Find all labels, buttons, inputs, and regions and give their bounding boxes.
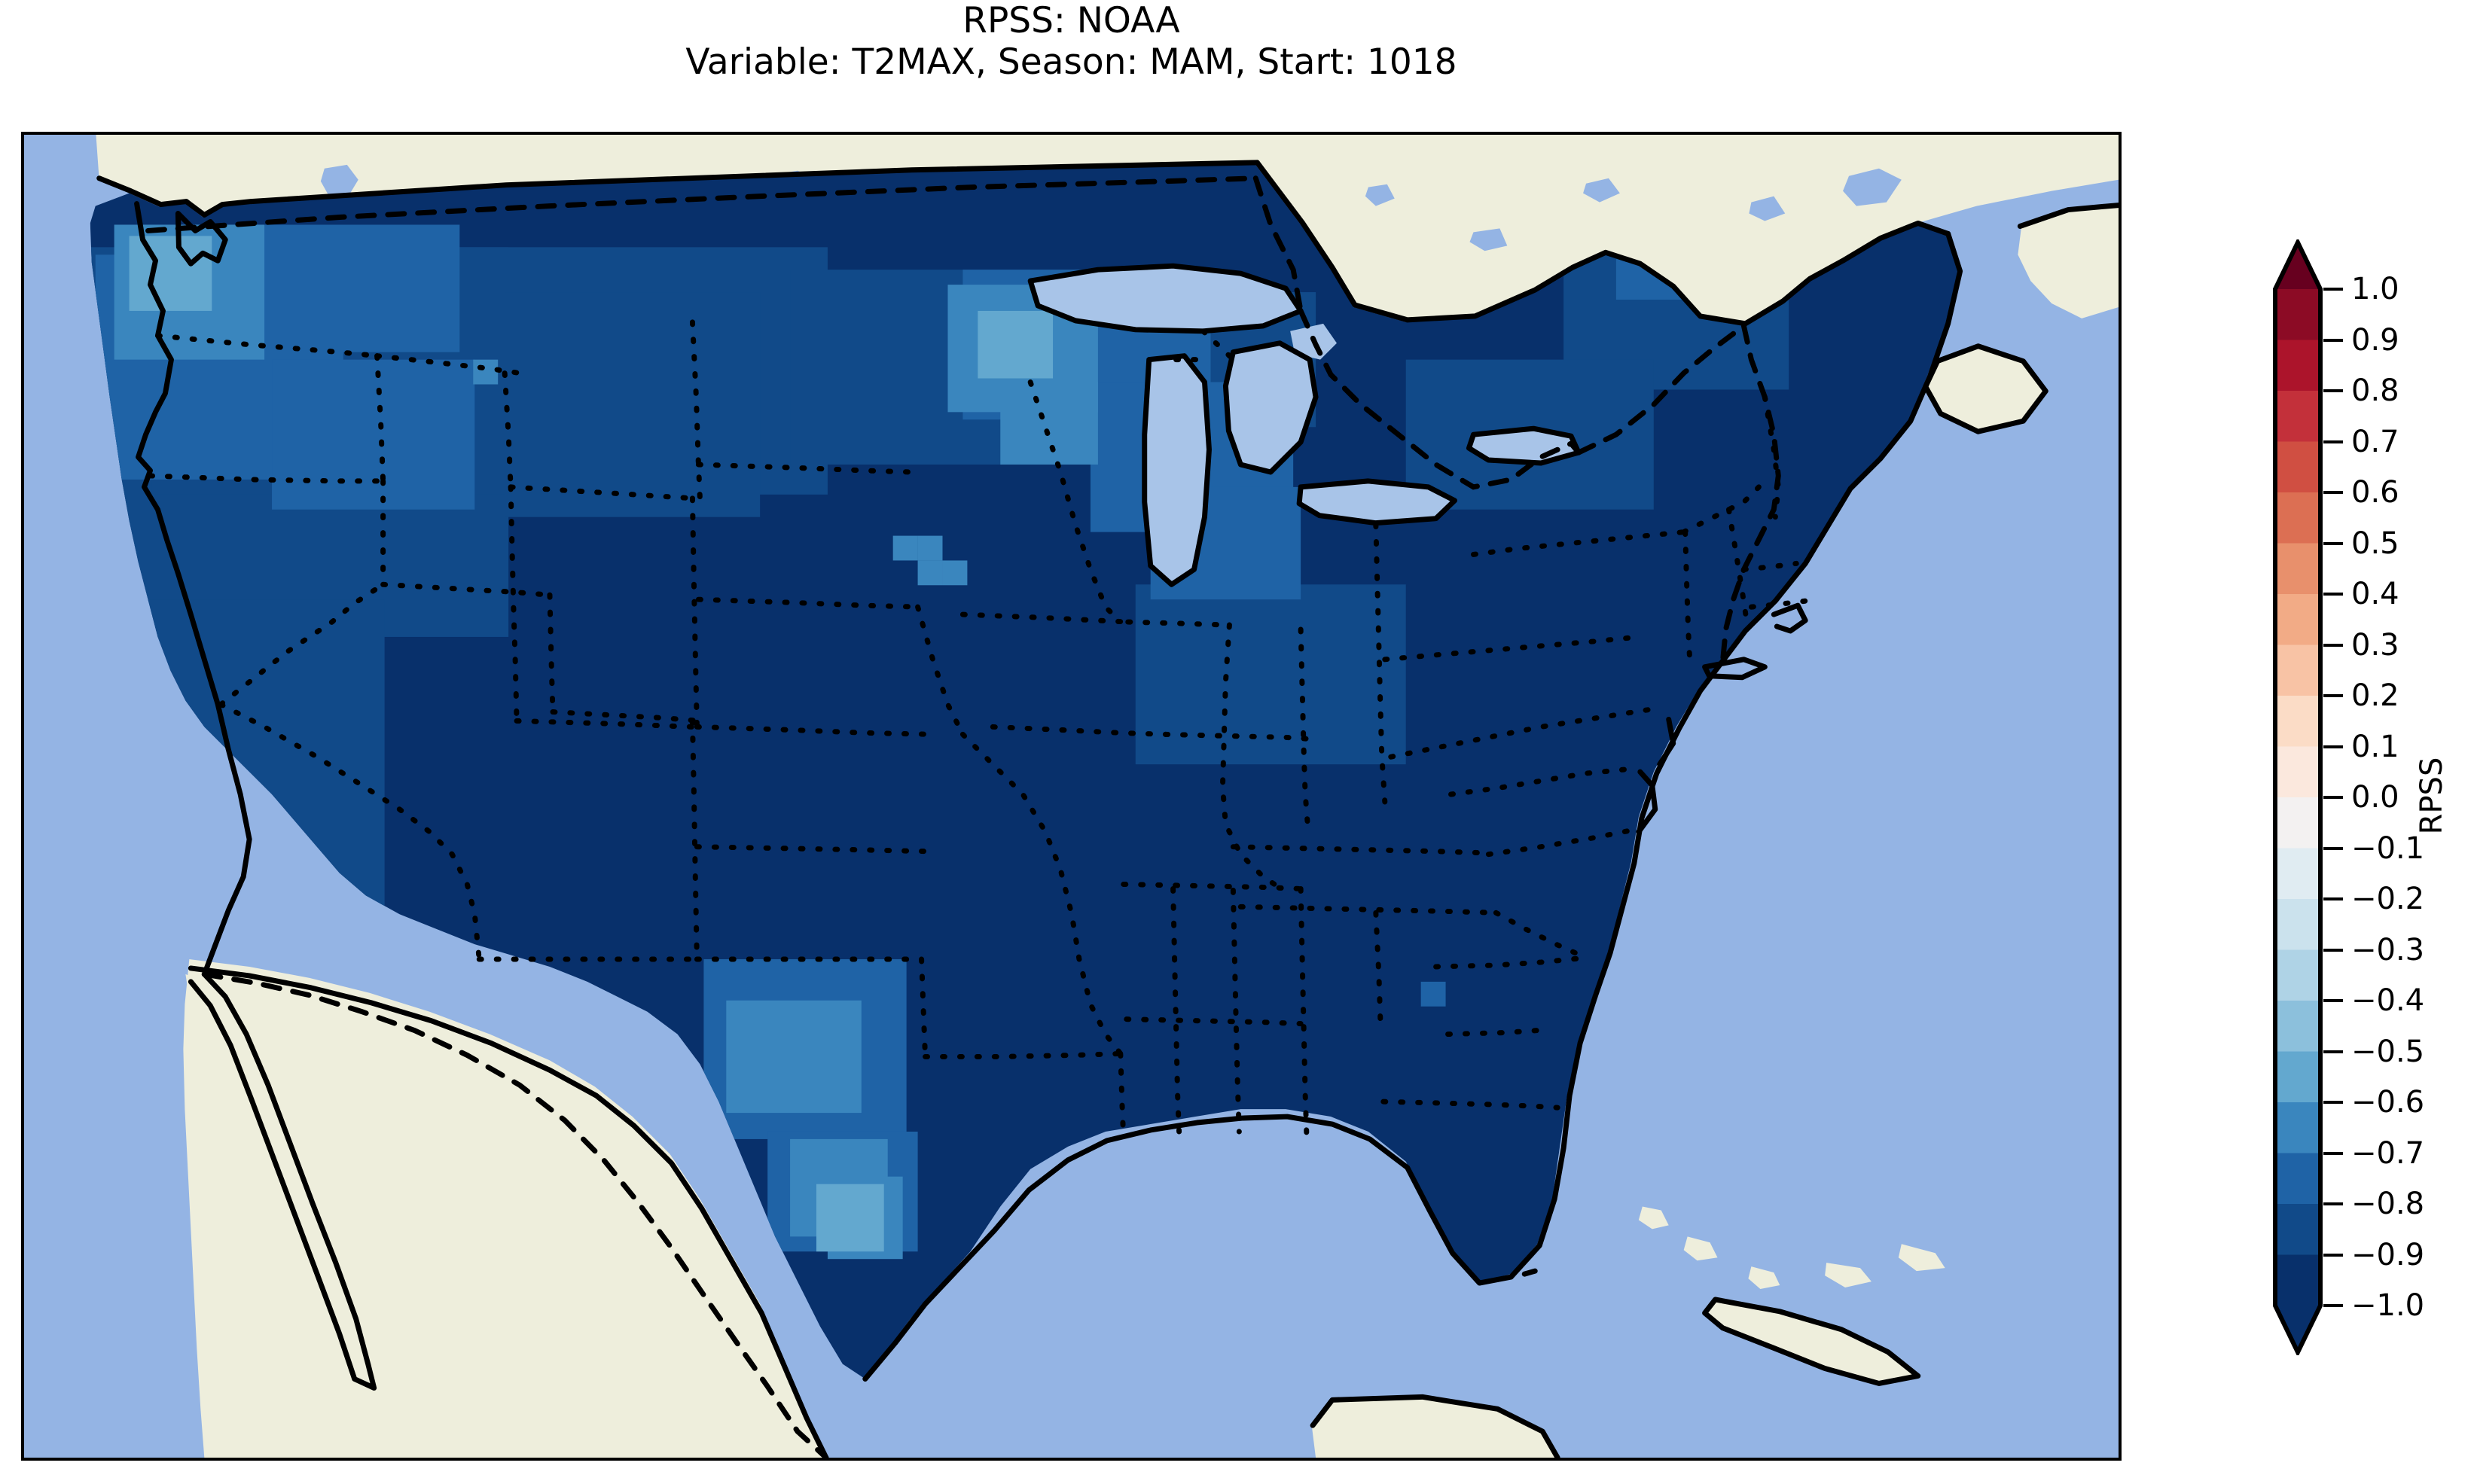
colorbar-tick-label: 0.3 xyxy=(2351,627,2399,663)
chart-title-block: RPSS: NOAA Variable: T2MAX, Season: MAM,… xyxy=(0,0,2143,84)
state-boundaries xyxy=(148,319,1808,1142)
colorbar-tick-mark xyxy=(2323,1202,2343,1205)
colorbar[interactable] xyxy=(2272,239,2323,1355)
colorbar-axis-label: RPSS xyxy=(2415,757,2449,835)
colorbar-tick-mark xyxy=(2323,1101,2343,1104)
colorbar-tick-mark xyxy=(2323,288,2343,291)
colorbar-tick-mark xyxy=(2323,338,2343,342)
colorbar-tick-label: −0.1 xyxy=(2351,830,2425,866)
colorbar-tick-mark xyxy=(2323,948,2343,952)
colorbar-tick-mark xyxy=(2323,1253,2343,1257)
colorbar-tick-label: 0.1 xyxy=(2351,729,2399,764)
colorbar-tick-label: 0.2 xyxy=(2351,678,2399,713)
colorbar-tick-mark xyxy=(2323,643,2343,647)
colorbar-tick-label: 0.5 xyxy=(2351,526,2399,561)
colorbar-tick-mark xyxy=(2323,694,2343,697)
page-title: RPSS: NOAA xyxy=(962,0,1180,41)
colorbar-tick-label: 0.8 xyxy=(2351,373,2399,408)
colorbar-tick-mark xyxy=(2323,541,2343,545)
colorbar-swatches xyxy=(2273,239,2323,1355)
map-outlines xyxy=(96,160,2119,1458)
colorbar-tick-label: −0.8 xyxy=(2351,1187,2425,1221)
colorbar-tick-label: 1.0 xyxy=(2351,272,2399,306)
colorbar-tick-mark xyxy=(2323,846,2343,850)
colorbar-tick-label: −0.3 xyxy=(2351,932,2425,967)
colorbar-tick-label: −0.5 xyxy=(2351,1034,2425,1069)
page-subtitle: Variable: T2MAX, Season: MAM, Start: 101… xyxy=(685,41,1457,84)
colorbar-tick-mark xyxy=(2323,1151,2343,1155)
colorbar-tick-mark xyxy=(2323,1050,2343,1053)
map-canvas xyxy=(24,135,2119,1458)
colorbar-tick-label: 0.6 xyxy=(2351,475,2399,510)
colorbar-tick-label: 0.4 xyxy=(2351,577,2399,611)
colorbar-tick-mark xyxy=(2323,796,2343,799)
great-lakes xyxy=(1030,266,1579,585)
colorbar-tick-label: −0.9 xyxy=(2351,1237,2425,1272)
colorbar-tick-mark xyxy=(2323,491,2343,494)
colorbar-tick-label: −1.0 xyxy=(2351,1288,2425,1323)
colorbar-tick-label: 0.7 xyxy=(2351,424,2399,459)
colorbar-tick-label: −0.6 xyxy=(2351,1085,2425,1120)
colorbar-tick-label: −0.7 xyxy=(2351,1135,2425,1171)
land-polygons xyxy=(96,135,2119,1458)
colorbar-tick-mark xyxy=(2323,897,2343,900)
colorbar-tick-mark xyxy=(2323,999,2343,1002)
coastline xyxy=(96,160,2119,1458)
colorbar-tick-mark xyxy=(2323,389,2343,392)
map-plot-area xyxy=(21,132,2122,1461)
colorbar-tick-label: −0.4 xyxy=(2351,983,2425,1018)
national-borders xyxy=(145,175,1781,1458)
colorbar-tick-label: −0.2 xyxy=(2351,882,2425,916)
colorbar-tick-mark xyxy=(2323,745,2343,748)
colorbar-tick-label: 0.0 xyxy=(2351,780,2399,815)
colorbar-tick-mark xyxy=(2323,593,2343,596)
colorbar-tick-mark xyxy=(2323,1304,2343,1307)
colorbar-tick-label: 0.9 xyxy=(2351,322,2399,358)
colorbar-tick-mark xyxy=(2323,440,2343,443)
